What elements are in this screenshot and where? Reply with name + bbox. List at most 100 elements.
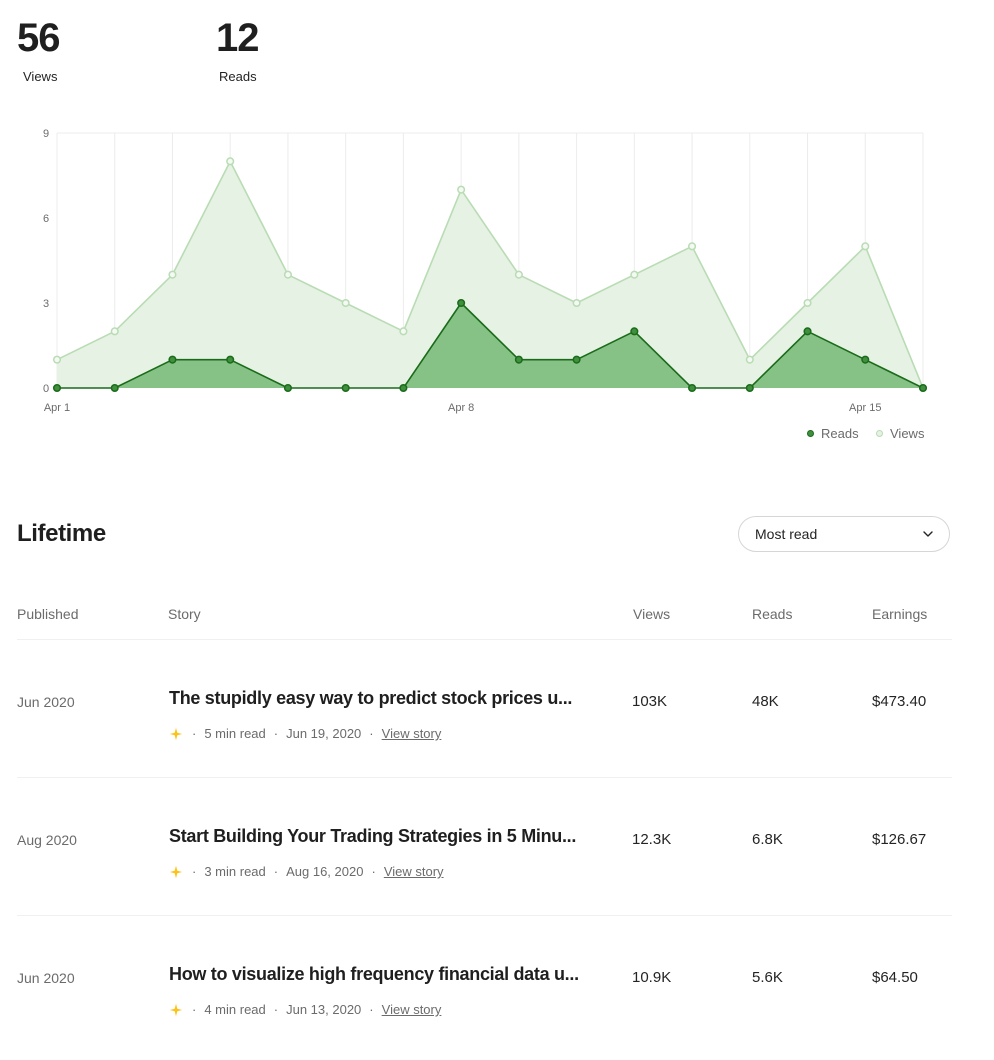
area-chart: 0 3 6 9 Apr 1 Apr 8 Apr 15 bbox=[43, 128, 928, 414]
published-date: Jun 2020 bbox=[17, 694, 75, 710]
views-point bbox=[341, 298, 350, 308]
separator: · bbox=[273, 726, 279, 741]
col-story: Story bbox=[168, 606, 201, 622]
star-icon bbox=[169, 1003, 183, 1016]
table-row[interactable]: Aug 2020 Start Building Your Trading Str… bbox=[0, 784, 994, 922]
read-time: 5 min read bbox=[204, 726, 266, 741]
story-title[interactable]: Start Building Your Trading Strategies i… bbox=[169, 826, 577, 846]
story-reads: 5.6K bbox=[752, 969, 783, 986]
view-story-link[interactable]: View story bbox=[381, 1002, 442, 1017]
story-meta: · 4 min read · Jun 13, 2020 · View story bbox=[169, 1002, 441, 1017]
views-stat: 56 Views bbox=[17, 16, 60, 84]
views-point bbox=[168, 270, 177, 279]
story-earnings: $126.67 bbox=[872, 831, 927, 848]
views-area bbox=[57, 161, 923, 388]
views-label: Views bbox=[23, 69, 58, 84]
separator: · bbox=[371, 864, 376, 879]
reads-point bbox=[745, 383, 754, 393]
y-tick-label: 6 bbox=[43, 213, 49, 225]
table-row[interactable]: Jun 2020 How to visualize high frequency… bbox=[0, 922, 994, 1060]
reads-point bbox=[861, 355, 870, 364]
views-point bbox=[110, 327, 119, 336]
views-point bbox=[803, 298, 812, 308]
legend-views-label: Views bbox=[890, 426, 925, 441]
reads-area bbox=[57, 303, 923, 388]
read-time: 3 min read bbox=[204, 864, 266, 879]
views-point bbox=[399, 327, 408, 336]
reads-point bbox=[110, 383, 119, 393]
story-date: Jun 13, 2020 bbox=[286, 1002, 362, 1017]
published-date: Aug 2020 bbox=[17, 832, 77, 848]
reads-point bbox=[341, 383, 350, 393]
reads-label: Reads bbox=[219, 69, 257, 84]
col-published: Published bbox=[17, 606, 79, 622]
view-story-link[interactable]: View story bbox=[381, 726, 442, 741]
star-icon bbox=[169, 727, 183, 740]
story-reads: 48K bbox=[752, 693, 779, 710]
reads-count: 12 bbox=[216, 16, 259, 60]
story-date: Jun 19, 2020 bbox=[286, 726, 362, 741]
separator: · bbox=[369, 726, 374, 741]
separator: · bbox=[192, 726, 197, 741]
story-reads: 6.8K bbox=[752, 831, 783, 848]
y-tick-label: 3 bbox=[43, 298, 49, 310]
separator: · bbox=[192, 864, 197, 879]
story-views: 103K bbox=[632, 693, 668, 710]
chevron-down-icon bbox=[923, 531, 933, 537]
divider bbox=[17, 639, 952, 640]
story-earnings: $473.40 bbox=[872, 693, 927, 710]
separator: · bbox=[273, 864, 279, 879]
views-legend-dot-icon bbox=[876, 430, 883, 437]
views-line bbox=[56, 160, 924, 389]
story-earnings: $64.50 bbox=[872, 969, 918, 986]
reads-point bbox=[283, 383, 292, 393]
reads-point bbox=[572, 355, 581, 364]
legend-reads-label: Reads bbox=[821, 426, 859, 441]
views-point bbox=[52, 355, 62, 364]
reads-point bbox=[52, 383, 62, 393]
story-views: 12.3K bbox=[632, 831, 672, 848]
col-earnings: Earnings bbox=[872, 606, 928, 622]
reads-point bbox=[514, 355, 523, 364]
separator: · bbox=[192, 1002, 197, 1017]
views-point bbox=[688, 242, 697, 251]
view-story-link[interactable]: View story bbox=[383, 864, 444, 879]
star-icon bbox=[169, 865, 183, 878]
sort-selected: Most read bbox=[755, 526, 818, 542]
views-count: 56 bbox=[17, 16, 60, 60]
story-meta: · 5 min read · Jun 19, 2020 · View story bbox=[169, 726, 441, 741]
legend-views[interactable]: Views bbox=[876, 426, 924, 441]
views-point bbox=[283, 270, 292, 279]
reads-point bbox=[399, 383, 408, 393]
views-point bbox=[861, 242, 870, 251]
story-meta: · 3 min read · Aug 16, 2020 · View story bbox=[169, 864, 444, 879]
reads-point bbox=[457, 298, 466, 308]
legend-reads[interactable]: Reads bbox=[807, 426, 859, 441]
views-point bbox=[226, 157, 235, 166]
x-tick-label: Apr 1 bbox=[44, 402, 70, 414]
separator: · bbox=[369, 1002, 374, 1017]
views-point bbox=[572, 298, 581, 308]
divider bbox=[17, 777, 952, 778]
separator: · bbox=[273, 1002, 279, 1017]
x-tick-label: Apr 15 bbox=[849, 402, 881, 414]
published-date: Jun 2020 bbox=[17, 970, 75, 986]
reads-point bbox=[803, 327, 812, 336]
reads-stat: 12 Reads bbox=[216, 16, 259, 84]
divider bbox=[17, 915, 952, 916]
story-title[interactable]: The stupidly easy way to predict stock p… bbox=[169, 688, 573, 708]
views-point bbox=[514, 270, 523, 279]
stats-chart: 0 3 6 9 Apr 1 Apr 8 Apr 15 Reads Views bbox=[0, 120, 994, 460]
reads-point bbox=[918, 383, 928, 393]
reads-point bbox=[226, 355, 235, 364]
table-row[interactable]: Jun 2020 The stupidly easy way to predic… bbox=[0, 646, 994, 784]
story-views: 10.9K bbox=[632, 969, 672, 986]
y-tick-label: 9 bbox=[43, 128, 49, 140]
views-point bbox=[630, 270, 639, 279]
views-point bbox=[457, 185, 466, 194]
reads-legend-dot-icon bbox=[807, 430, 814, 437]
col-views: Views bbox=[633, 606, 671, 622]
sort-dropdown[interactable]: Most read bbox=[738, 516, 950, 552]
story-title[interactable]: How to visualize high frequency financia… bbox=[169, 964, 579, 984]
y-tick-label: 0 bbox=[43, 383, 49, 395]
